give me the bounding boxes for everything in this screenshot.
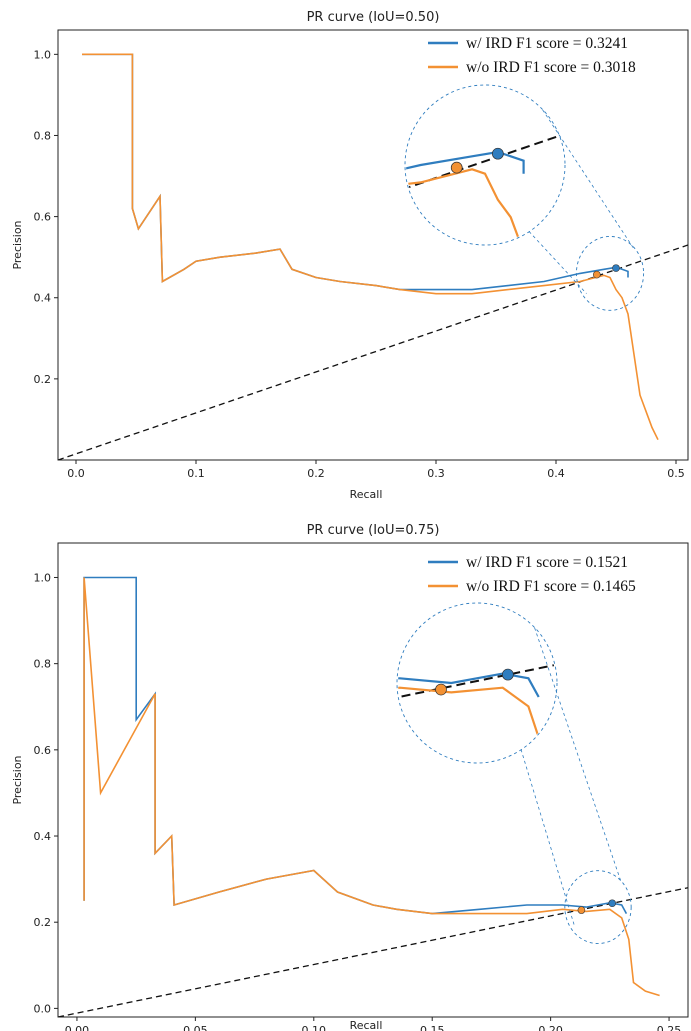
x-tick-label: 0.0 xyxy=(67,467,85,480)
zoom-connector-line xyxy=(528,231,587,294)
legend-label-w-ird: w/ IRD F1 score = 0.3241 xyxy=(466,35,628,52)
series-line-wo-ird xyxy=(83,577,660,997)
x-tick-label: 0.4 xyxy=(547,467,565,480)
y-tick-label: 0.0 xyxy=(34,1002,52,1015)
x-tick-label: 0.00 xyxy=(65,1024,90,1031)
zoom-connector-line xyxy=(534,627,622,883)
chart-top-xlabel: Recall xyxy=(350,488,383,501)
zoom-f1-point-w-ird xyxy=(492,147,504,160)
chart-top-title: PR curve (IoU=0.50) xyxy=(307,10,440,25)
legend-label-w-ird: w/ IRD F1 score = 0.1521 xyxy=(466,554,628,571)
y-tick-label: 0.4 xyxy=(34,292,52,305)
y-tick-label: 0.2 xyxy=(34,373,52,386)
x-tick-label: 0.1 xyxy=(187,467,205,480)
y-tick-label: 1.0 xyxy=(34,571,52,584)
y-tick-label: 0.8 xyxy=(34,129,52,142)
zoom-inset-content xyxy=(406,86,564,244)
zoom-inset-circle xyxy=(404,84,566,246)
chart-bottom-xlabel: Recall xyxy=(350,1019,383,1031)
zoom-connector-line xyxy=(520,749,576,928)
y-tick-label: 0.4 xyxy=(34,830,52,843)
y-tick-label: 0.8 xyxy=(34,658,52,671)
x-tick-label: 0.2 xyxy=(307,467,325,480)
reference-dashed-line xyxy=(58,887,688,1017)
zoom-f1-point-w-ird xyxy=(502,668,514,681)
series-line-wo-ird xyxy=(82,53,659,441)
zoom-source-circle xyxy=(564,870,632,945)
x-tick-label: 0.15 xyxy=(420,1024,445,1031)
plot-frame xyxy=(57,29,689,461)
series-line-w-ird xyxy=(83,576,628,915)
x-tick-label: 0.20 xyxy=(538,1024,563,1031)
plot-clip-group xyxy=(58,53,688,460)
x-tick-label: 0.25 xyxy=(657,1024,682,1031)
f1-point-w-ird xyxy=(612,264,620,272)
y-tick-label: 0.6 xyxy=(34,744,52,757)
plot-clip-group xyxy=(58,576,688,1017)
zoom-inset-circle xyxy=(396,602,558,764)
zoom-reference-line xyxy=(398,639,556,762)
zoom-f1-point-wo-ird xyxy=(435,683,447,696)
y-tick-label: 0.2 xyxy=(34,916,52,929)
plot-area-top: 0.0 0.1 0.2 0.3 0.4 0.5 0.2 0.4 0.6 0.8 1.0 w/ IRD … xyxy=(34,29,689,480)
f1-point-w-ird xyxy=(608,899,617,908)
legend-label-wo-ird: w/o IRD F1 score = 0.1465 xyxy=(466,578,636,595)
x-tick-label: 0.10 xyxy=(302,1024,327,1031)
y-tick-label: 1.0 xyxy=(34,48,52,61)
y-tick-label: 0.6 xyxy=(34,211,52,224)
chart-top: PR curve (IoU=0.50) Recall Precision xyxy=(11,10,439,501)
x-tick-label: 0.3 xyxy=(427,467,445,480)
x-tick-label: 0.5 xyxy=(667,467,685,480)
chart-bottom-ylabel: Precision xyxy=(11,755,24,804)
chart-bottom: PR curve (IoU=0.75) Recall Precision xyxy=(11,523,439,1031)
zoom-series-line-w-ird xyxy=(406,86,525,201)
f1-point-wo-ird xyxy=(592,270,601,279)
f1-point-wo-ird xyxy=(577,906,586,914)
x-tick-label: 0.05 xyxy=(183,1024,208,1031)
zoom-series-line-wo-ird xyxy=(398,604,556,762)
zoom-series-line-w-ird xyxy=(398,604,540,699)
zoom-series-line-wo-ird xyxy=(406,86,564,244)
legend-label-wo-ird: w/o IRD F1 score = 0.3018 xyxy=(466,59,636,76)
zoom-f1-point-wo-ird xyxy=(450,161,463,174)
chart-bottom-title: PR curve (IoU=0.75) xyxy=(307,523,440,538)
zoom-inset-content xyxy=(398,604,556,762)
plot-frame xyxy=(57,542,689,1018)
chart-top-ylabel: Precision xyxy=(11,220,24,269)
zoom-source-circle xyxy=(575,235,645,311)
